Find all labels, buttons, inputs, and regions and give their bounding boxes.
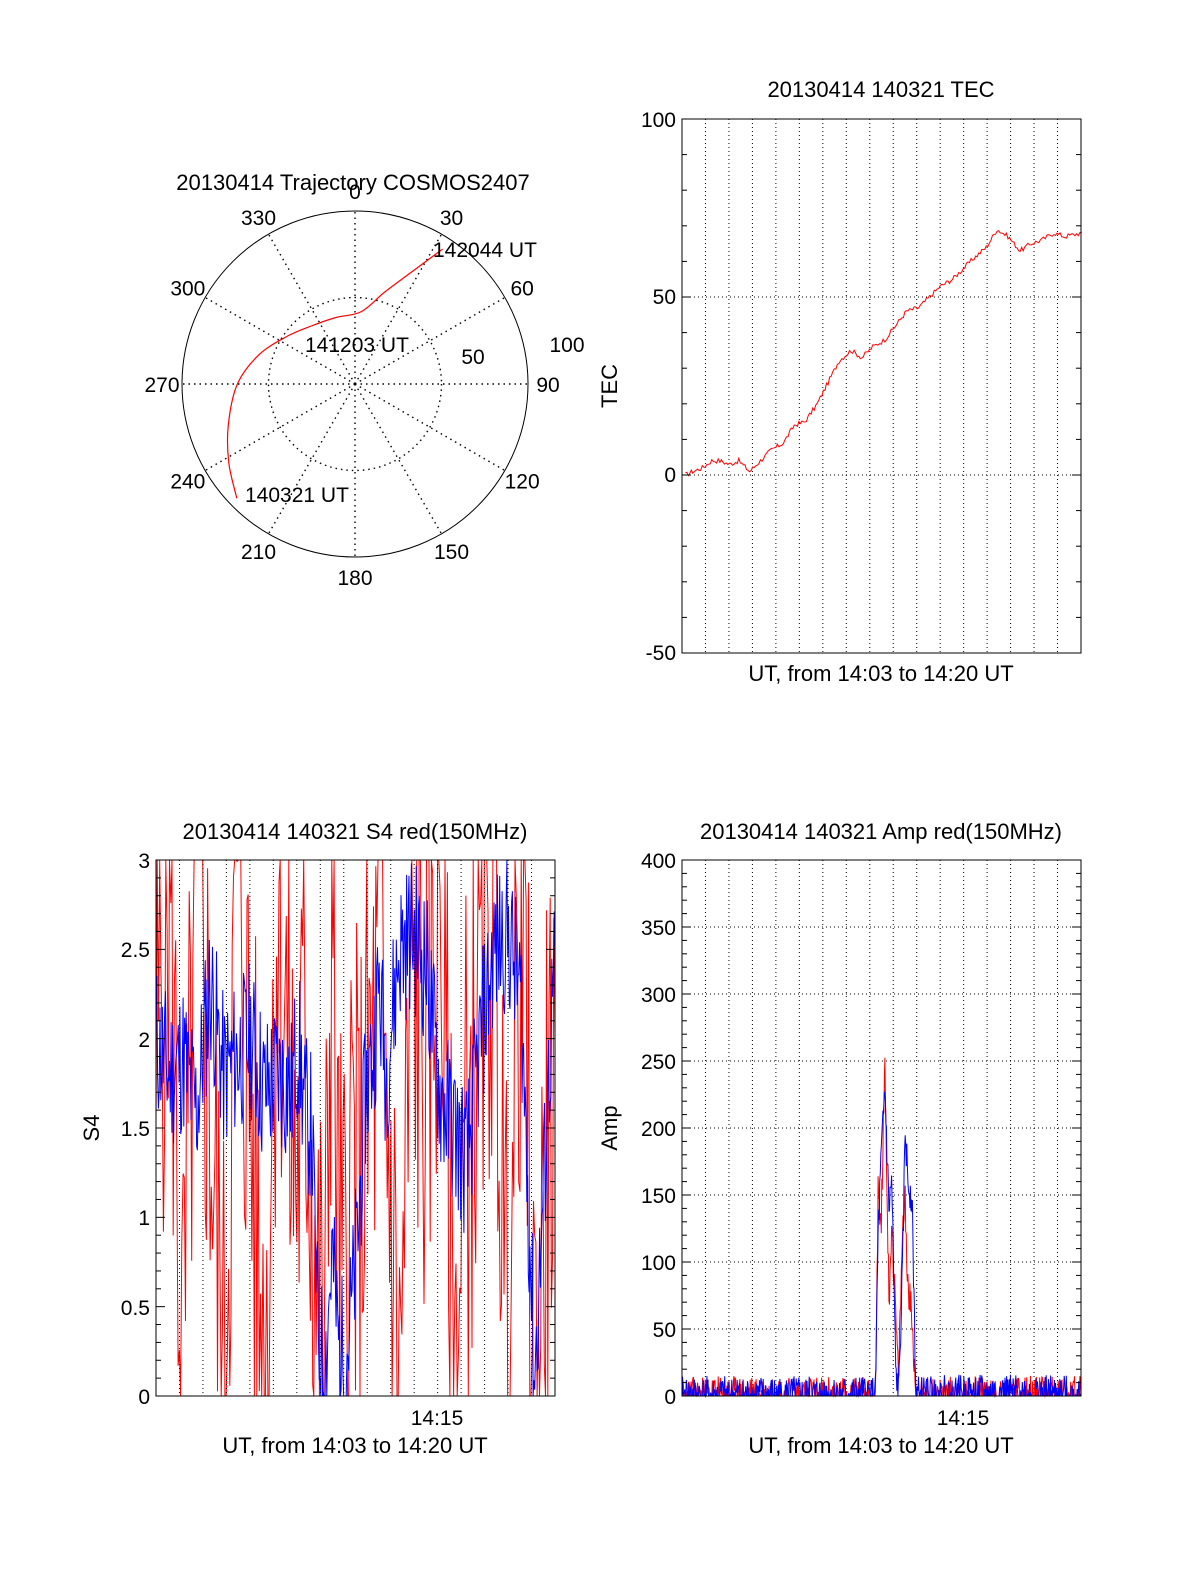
polar-azimuth-labels: 0 30 60 90 120 150 180 210 240 270 300 330 — [144, 181, 559, 590]
polar-spoke-30 — [354, 233, 443, 385]
s4-ytick-3: 3 — [138, 850, 150, 873]
tec-grid — [682, 119, 1081, 653]
s4-tick-marks — [156, 859, 555, 1397]
amp-title: 20130414 140321 Amp red(150MHz) — [700, 819, 1062, 844]
tec-ytick-50: 50 — [653, 286, 676, 309]
amp-series — [681, 1057, 1082, 1398]
tec-title: 20130414 140321 TEC — [767, 77, 994, 102]
polar-trajectory — [226, 248, 443, 499]
tec-ytick-minus50: -50 — [646, 642, 676, 665]
polar-spoke-240 — [204, 383, 356, 472]
polar-ring-50 — [267, 296, 443, 472]
polar-title: 20130414 Trajectory COSMOS2407 — [176, 170, 529, 195]
polar-spoke-300 — [204, 296, 356, 385]
amp-ytick-300: 300 — [641, 984, 676, 1007]
s4-xtick-1415: 14:15 — [411, 1407, 464, 1430]
amp-ytick-150: 150 — [641, 1185, 676, 1208]
polar-trajectory-line — [226, 248, 443, 499]
s4-title: 20130414 140321 S4 red(150MHz) — [183, 819, 528, 844]
amp-plot-frame — [681, 859, 1082, 1397]
polar-outer-circle — [181, 210, 529, 558]
polar-azimuth-label-120: 120 — [505, 471, 540, 494]
s4-panel: 20130414 140321 S4 red(150MHz) 3 2.5 2 1… — [79, 819, 556, 1458]
polar-azimuth-label-210: 210 — [241, 541, 276, 564]
amp-ytick-200: 200 — [641, 1118, 676, 1141]
amp-grid — [682, 860, 1081, 1396]
polar-azimuth-label-150: 150 — [434, 541, 469, 564]
tec-ytick-100: 100 — [641, 109, 676, 132]
tec-panel: 20130414 140321 TEC 100 50 0 -50 TEC UT,… — [597, 77, 1082, 686]
amp-ytick-250: 250 — [641, 1051, 676, 1074]
polar-mid-label: 141203 UT — [305, 334, 409, 357]
tec-series — [685, 230, 1082, 477]
polar-spoke-60 — [354, 296, 506, 385]
amp-ytick-0: 0 — [664, 1386, 676, 1409]
amp-ytick-350: 350 — [641, 917, 676, 940]
s4-ytick-1: 1 — [138, 1207, 150, 1230]
amp-xlabel: UT, from 14:03 to 14:20 UT — [748, 1433, 1013, 1458]
polar-radius-label-100: 100 — [549, 334, 584, 357]
polar-azimuth-label-60: 60 — [510, 278, 533, 301]
tec-tick-marks — [682, 118, 1081, 654]
amp-blue-line — [681, 1091, 1082, 1398]
tec-ylabel: TEC — [597, 364, 622, 408]
polar-start-label: 140321 UT — [245, 484, 349, 507]
tec-red-line — [685, 230, 1082, 477]
s4-red-line — [155, 859, 556, 1397]
polar-azimuth-label-90: 90 — [536, 374, 559, 397]
s4-ytick-1.5: 1.5 — [121, 1118, 150, 1141]
amp-red-line — [681, 1057, 1082, 1398]
s4-series — [155, 859, 556, 1397]
polar-azimuth-label-270: 270 — [144, 374, 179, 397]
tec-plot-frame — [681, 118, 1082, 654]
s4-ytick-2: 2 — [138, 1029, 150, 1052]
polar-azimuth-label-180: 180 — [337, 567, 372, 590]
s4-ytick-2.5: 2.5 — [121, 939, 150, 962]
amp-xtick-1415: 14:15 — [937, 1407, 990, 1430]
s4-ytick-0.5: 0.5 — [121, 1297, 150, 1320]
polar-azimuth-label-0: 0 — [349, 181, 361, 204]
polar-azimuth-label-30: 30 — [440, 207, 463, 230]
tec-xlabel: UT, from 14:03 to 14:20 UT — [748, 661, 1013, 686]
polar-spoke-210 — [267, 383, 356, 535]
amp-ytick-labels: 400 350 300 250 200 150 100 50 0 — [641, 850, 676, 1409]
s4-ylabel: S4 — [79, 1115, 104, 1142]
amp-ytick-400: 400 — [641, 850, 676, 873]
s4-grid — [178, 860, 533, 1396]
polar-azimuth-label-330: 330 — [241, 207, 276, 230]
s4-blue-line — [155, 859, 556, 1397]
polar-spoke-330 — [267, 233, 356, 385]
amp-panel: 20130414 140321 Amp red(150MHz) 400 350 30… — [597, 819, 1082, 1458]
polar-panel: 20130414 Trajectory COSMOS2407 0 30 60 90 12… — [144, 170, 584, 590]
polar-spoke-120 — [354, 383, 506, 472]
polar-end-label: 142044 UT — [433, 239, 537, 262]
polar-azimuth-label-300: 300 — [170, 278, 205, 301]
s4-xlabel: UT, from 14:03 to 14:20 UT — [222, 1433, 487, 1458]
polar-azimuth-label-240: 240 — [170, 471, 205, 494]
amp-ytick-100: 100 — [641, 1252, 676, 1275]
s4-ytick-0: 0 — [138, 1386, 150, 1409]
polar-radius-label-50: 50 — [461, 346, 484, 369]
polar-grid — [182, 211, 528, 557]
amp-ytick-50: 50 — [653, 1319, 676, 1342]
amp-ylabel: Amp — [597, 1105, 622, 1150]
polar-spoke-150 — [354, 383, 443, 535]
amp-tick-marks — [682, 859, 1081, 1397]
tec-ytick-0: 0 — [664, 464, 676, 487]
